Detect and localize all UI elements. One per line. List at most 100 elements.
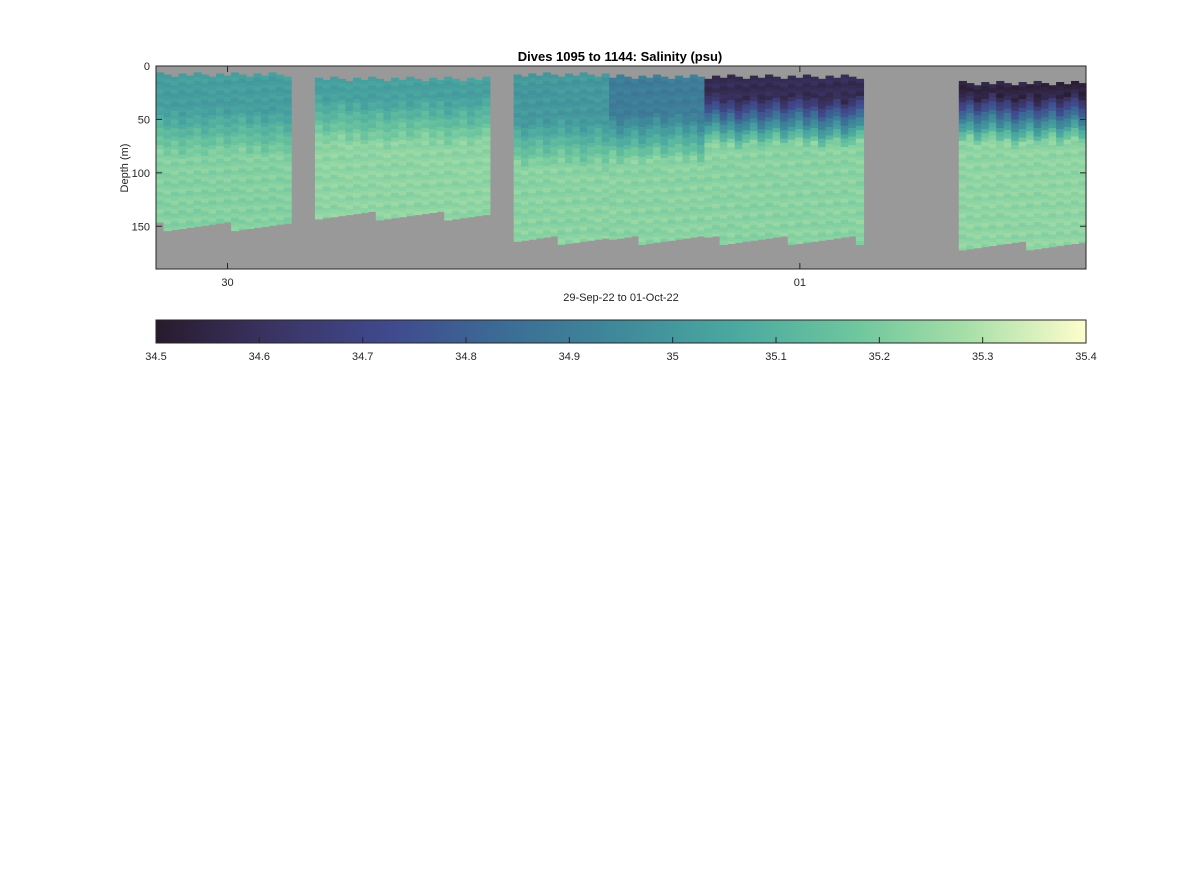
salinity-cell [587,121,596,127]
salinity-cell [474,152,483,158]
salinity-cell [810,192,819,197]
salinity-cell [579,106,588,112]
salinity-cell [996,127,1005,133]
salinity-cell [421,196,430,202]
salinity-cell [840,232,849,238]
salinity-cell [660,145,669,150]
salinity-cell [810,132,819,138]
salinity-cell [795,167,804,173]
salinity-cell [958,204,967,210]
salinity-cell [421,204,430,210]
salinity-cell [1003,164,1012,170]
salinity-cell [352,107,362,113]
salinity-cell [345,127,354,133]
salinity-cell [513,236,522,242]
salinity-cell [201,138,210,144]
salinity-cell [406,98,415,103]
salinity-cell [337,185,346,191]
salinity-cell [601,188,610,194]
salinity-cell [675,233,684,239]
salinity-cell [1011,102,1020,108]
salinity-cell [1071,110,1080,116]
salinity-cell [201,202,210,208]
salinity-cell [186,220,195,226]
salinity-cell [459,204,468,210]
salinity-cell [482,106,491,112]
salinity-cell [631,87,640,93]
salinity-cell [689,87,698,93]
salinity-cell [818,113,827,118]
salinity-cell [667,87,676,93]
salinity-cell [712,195,721,201]
salinity-cell [609,180,618,186]
salinity-cell [1041,245,1050,249]
salinity-cell [660,119,669,125]
salinity-cell [535,212,544,218]
salinity-cell [467,176,476,181]
salinity-cell [375,91,384,97]
salinity-cell [787,173,796,179]
salinity-cell [406,166,415,172]
salinity-cell [734,110,743,116]
salinity-cell [1026,156,1035,162]
salinity-cell [609,205,618,211]
salinity-cell [1011,170,1020,176]
salinity-cell [467,205,476,211]
salinity-cell [223,156,232,162]
salinity-cell [543,106,551,112]
salinity-cell [163,78,172,84]
salinity-cell [1003,134,1012,140]
salinity-cell [535,165,544,171]
salinity-cell [186,118,195,124]
salinity-cell [749,220,759,226]
salinity-cell [988,122,997,128]
salinity-cell [988,88,997,94]
salinity-cell [996,106,1005,112]
salinity-cell [757,163,766,169]
salinity-cell [848,132,857,138]
salinity-cell [727,219,736,225]
salinity-cell [557,170,566,176]
salinity-cell [719,116,728,122]
salinity-cell [543,209,551,215]
salinity-cell [375,117,384,123]
salinity-cell [697,106,706,112]
salinity-cell [973,132,982,138]
salinity-cell [398,131,407,137]
salinity-cell [330,80,339,86]
salinity-cell [1071,132,1080,138]
salinity-cell [231,106,240,112]
salinity-cell [653,95,662,101]
salinity-cell [231,80,240,86]
salinity-cell [660,157,669,163]
salinity-cell [787,139,796,145]
salinity-cell [1041,202,1050,208]
salinity-cell [855,177,865,182]
salinity-cell [675,216,684,222]
salinity-cell [216,176,225,181]
salinity-cell [765,87,774,93]
salinity-cell [1056,197,1065,203]
salinity-cell [631,113,640,118]
salinity-cell [528,103,537,109]
salinity-cell [660,106,669,112]
salinity-cell [171,192,180,197]
salinity-cell [1003,219,1012,225]
salinity-cell [742,228,751,234]
salinity-cell [322,191,331,196]
salinity-cell [201,125,210,131]
salinity-cell [623,89,632,95]
salinity-cell [543,234,551,238]
salinity-cell [1003,211,1012,217]
salinity-cell [682,94,691,100]
salinity-cell [368,76,377,82]
salinity-cell [697,192,706,197]
salinity-cell [704,117,713,123]
salinity-cell [391,120,400,126]
salinity-cell [429,77,438,83]
salinity-cell [981,180,990,186]
salinity-cell [697,115,706,121]
salinity-cell [482,145,491,150]
salinity-cell [697,209,706,215]
salinity-cell [712,178,721,184]
